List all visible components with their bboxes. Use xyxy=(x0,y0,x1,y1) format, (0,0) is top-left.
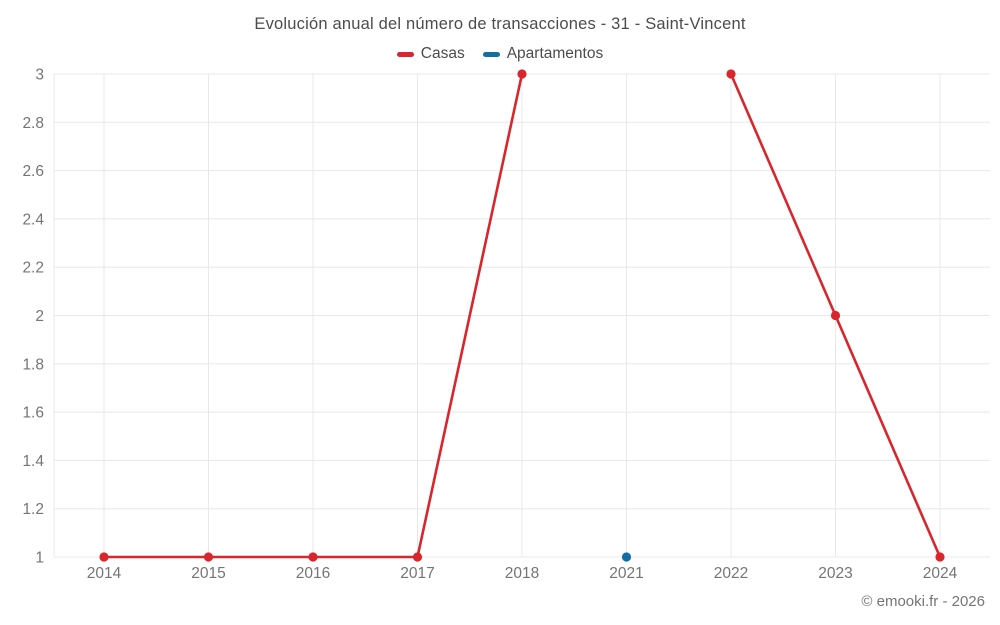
x-tick-label: 2022 xyxy=(714,565,748,582)
legend: Casas Apartamentos xyxy=(0,45,1000,63)
legend-label: Casas xyxy=(420,45,465,62)
y-tick-label: 2.6 xyxy=(22,163,44,180)
chart-title: Evolución anual del número de transaccio… xyxy=(254,15,746,33)
y-tick-label: 1 xyxy=(35,550,44,567)
y-tick-label: 2.2 xyxy=(22,260,44,277)
legend-item-apartamentos[interactable]: Apartamentos xyxy=(482,45,604,63)
x-tick-label: 2017 xyxy=(400,565,434,582)
y-tick-label: 1.2 xyxy=(22,501,44,518)
data-point-casas-2015[interactable] xyxy=(203,552,214,562)
x-tick-label: 2016 xyxy=(296,565,330,582)
data-point-casas-2022[interactable] xyxy=(726,69,736,79)
y-tick-label: 2 xyxy=(35,308,44,325)
x-tick-label: 2024 xyxy=(923,565,958,582)
legend-label: Apartamentos xyxy=(506,45,604,62)
y-tick-label: 1.4 xyxy=(22,453,44,470)
x-tick-label: 2018 xyxy=(505,565,539,582)
data-point-casas-2016[interactable] xyxy=(308,552,318,562)
y-tick-label: 3 xyxy=(35,67,44,84)
legend-item-casas[interactable]: Casas xyxy=(396,45,465,63)
legend-swatch-apartamentos xyxy=(482,51,500,57)
data-point-apartamentos-2021[interactable] xyxy=(621,552,632,562)
y-tick-label: 1.6 xyxy=(22,405,44,422)
copyright-footer: © emooki.fr - 2026 xyxy=(861,593,985,610)
data-point-casas-2024[interactable] xyxy=(935,552,945,562)
legend-swatch-casas xyxy=(396,51,414,57)
y-tick-label: 2.8 xyxy=(22,115,44,132)
x-tick-label: 2023 xyxy=(818,565,852,582)
y-tick-label: 1.8 xyxy=(22,356,44,373)
x-tick-label: 2021 xyxy=(609,565,643,582)
y-tick-label: 2.4 xyxy=(22,211,44,228)
data-point-casas-2023[interactable] xyxy=(830,310,841,321)
data-point-casas-2014[interactable] xyxy=(99,552,109,562)
x-tick-label: 2014 xyxy=(87,565,122,582)
data-point-casas-2018[interactable] xyxy=(517,69,527,79)
x-tick-label: 2015 xyxy=(191,565,225,582)
data-point-casas-2017[interactable] xyxy=(412,552,423,562)
